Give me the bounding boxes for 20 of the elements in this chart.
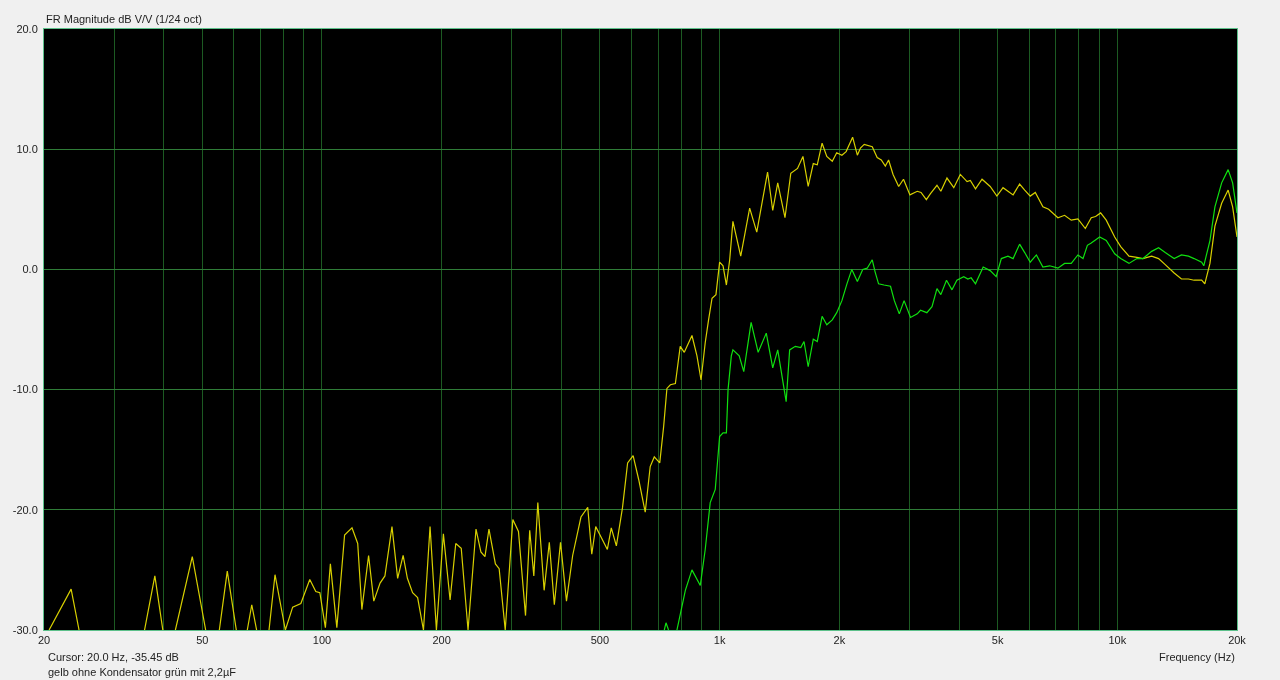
- chart-title: FR Magnitude dB V/V (1/24 oct): [46, 12, 202, 25]
- x-tick-label: 20: [37, 634, 51, 647]
- x-tick-label: 500: [590, 634, 610, 647]
- x-tick-label: 20k: [1228, 634, 1247, 647]
- x-tick-label: 2k: [833, 634, 846, 647]
- y-tick-label: -20.0: [12, 503, 38, 516]
- y-tick-label: 10.0: [16, 143, 38, 156]
- y-tick-label: -30.0: [12, 623, 38, 636]
- y-tick-label: -10.0: [12, 383, 38, 396]
- x-tick-label: 5k: [991, 634, 1004, 647]
- x-tick-label: 200: [432, 634, 451, 647]
- text: Cursor: 20.0 Hz, -35.45 dB: [48, 651, 179, 663]
- x-tick-label: 100: [312, 634, 332, 647]
- text: gelb ohne Kondensator grün mit 2,2µF: [48, 666, 237, 678]
- y-tick-label: 0.0: [22, 263, 38, 276]
- x-tick-label: 50: [196, 634, 209, 647]
- x-tick-label: 1k: [713, 634, 726, 647]
- x-tick-label: 10k: [1108, 634, 1127, 647]
- y-tick-label: 20.0: [16, 22, 38, 35]
- x-axis-title: Frequency (Hz): [1159, 651, 1235, 663]
